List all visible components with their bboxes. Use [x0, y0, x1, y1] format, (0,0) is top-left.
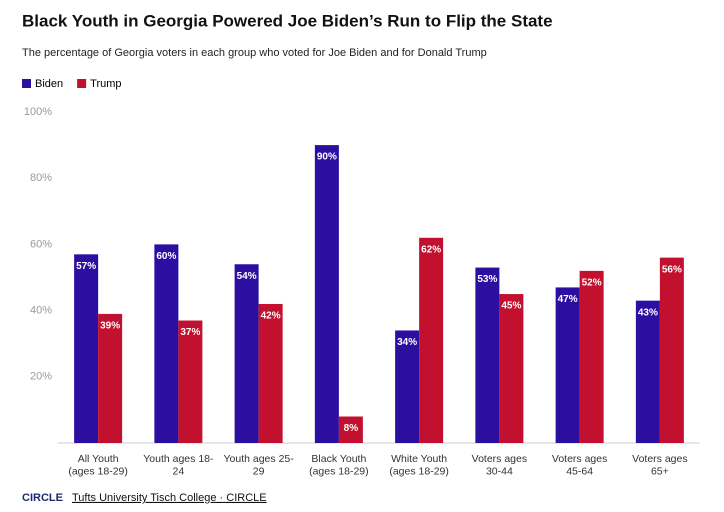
footer-credit: Tufts University Tisch College · CIRCLE [72, 492, 267, 504]
x-tick-label: Voters ages 45-64 [552, 453, 607, 478]
bar [234, 264, 259, 443]
bar [499, 294, 524, 443]
bar [419, 237, 444, 443]
value-label: 39% [100, 321, 120, 332]
value-label: 45% [501, 301, 521, 312]
value-label: 8% [344, 423, 359, 434]
bar [395, 330, 420, 443]
value-label: 57% [76, 261, 96, 272]
x-tick-label: Voters ages 65+ [632, 453, 687, 478]
y-tick-label: 100% [24, 106, 52, 118]
value-label: 42% [261, 311, 281, 322]
value-label: 52% [582, 278, 602, 289]
x-tick-label: All Youth (ages 18-29) [68, 453, 128, 478]
x-tick-label: Voters ages 30-44 [472, 453, 527, 478]
x-tick-label: Black Youth (ages 18-29) [309, 453, 369, 478]
bar [475, 267, 500, 443]
legend-label: Trump [90, 78, 121, 90]
bar [314, 145, 339, 443]
value-label: 47% [558, 294, 578, 305]
bar [98, 313, 123, 443]
value-label: 34% [397, 337, 417, 348]
bar [74, 254, 99, 443]
value-label: 54% [237, 271, 257, 282]
y-tick-label: 80% [30, 172, 52, 184]
value-label: 43% [638, 307, 658, 318]
x-tick-label: Youth ages 25-29 [223, 453, 294, 478]
bar [338, 416, 363, 443]
legend-swatch [22, 79, 31, 88]
value-label: 53% [477, 274, 497, 285]
bar [659, 257, 684, 443]
y-tick-label: 20% [30, 371, 52, 383]
value-label: 56% [662, 264, 682, 275]
chart-title: Black Youth in Georgia Powered Joe Biden… [22, 11, 553, 30]
chart-subtitle: The percentage of Georgia voters in each… [22, 47, 487, 59]
x-tick-label: Youth ages 18-24 [143, 453, 214, 478]
x-tick-label: White Youth (ages 18-29) [389, 453, 449, 478]
y-tick-label: 60% [30, 238, 52, 250]
value-label: 37% [180, 327, 200, 338]
bar [154, 244, 179, 443]
bar [635, 300, 660, 443]
y-tick-label: 40% [30, 305, 52, 317]
bar [258, 303, 283, 443]
value-label: 60% [156, 251, 176, 262]
legend-swatch [77, 79, 87, 88]
bar [555, 287, 580, 443]
footer-logo: CIRCLE [22, 492, 63, 504]
value-label: 62% [421, 244, 441, 255]
bar [579, 270, 604, 443]
legend-label: Biden [35, 78, 63, 90]
value-label: 90% [317, 152, 337, 163]
bar [178, 320, 203, 443]
